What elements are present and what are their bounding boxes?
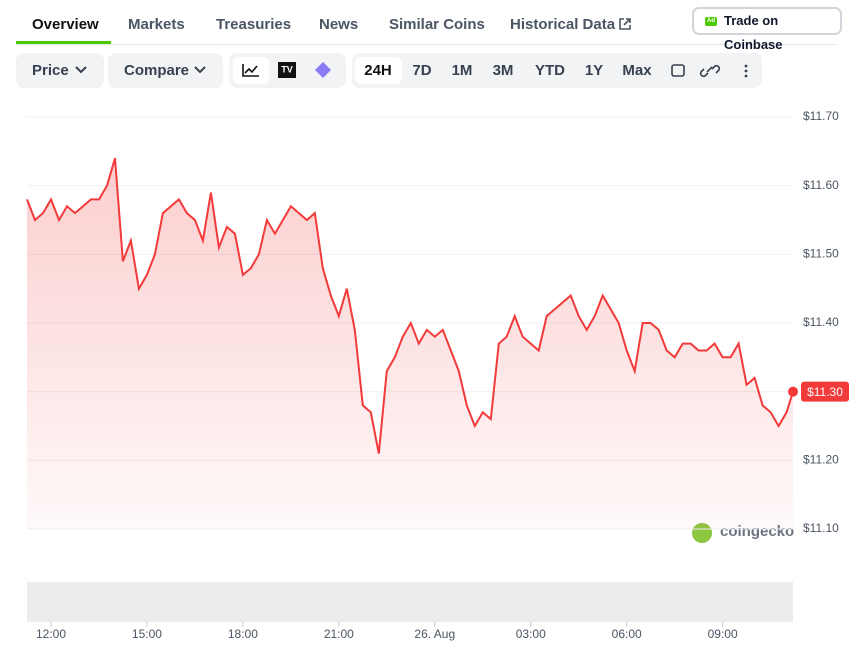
price-area (27, 158, 793, 529)
price-dropdown[interactable] (16, 53, 104, 88)
tab[interactable]: Markets (128, 16, 185, 33)
range-button[interactable]: 3M (492, 62, 514, 79)
y-tick-label: $11.10 (803, 521, 839, 535)
range-button[interactable]: 24H (364, 62, 392, 79)
y-tick-label: $11.20 (803, 453, 839, 467)
y-tick-label: $11.70 (803, 109, 839, 123)
range-button[interactable]: 1M (451, 62, 473, 79)
x-tick-label: 21:00 (324, 627, 354, 641)
x-tick-label: 26. Aug (414, 627, 455, 641)
icon-candle[interactable] (314, 61, 332, 79)
y-tick-label: $11.60 (803, 178, 839, 192)
toolbar-icons (671, 64, 748, 78)
icon-line (242, 64, 259, 77)
tab[interactable]: Similar Coins (389, 16, 485, 33)
ad-label: Trade on Coinbase (724, 13, 783, 52)
chevron (194, 66, 206, 74)
tab[interactable]: Historical Data (510, 16, 616, 33)
external-link-icon (619, 18, 631, 30)
ad-button[interactable]: Ad Trade on Coinbase (692, 7, 842, 52)
tab[interactable]: Treasuries (216, 16, 292, 33)
icon-tradingview[interactable]: TV (278, 62, 296, 78)
svg-text:TV: TV (281, 64, 293, 74)
range-button[interactable]: 7D (412, 62, 432, 79)
tab[interactable]: Overview (32, 16, 99, 33)
compare-dropdown[interactable] (108, 53, 223, 88)
tab[interactable]: News (319, 16, 359, 33)
range-button[interactable]: 1Y (584, 62, 604, 79)
y-tick-label: $11.40 (803, 315, 839, 329)
price-label: Price (32, 62, 69, 79)
range-group (352, 53, 762, 88)
x-tick-label: 06:00 (612, 627, 642, 641)
last-point (788, 386, 798, 397)
range-button[interactable]: Max (622, 62, 652, 79)
active-tab-indicator (16, 41, 111, 44)
volume-band (27, 582, 793, 622)
x-tick-label: 12:00 (36, 627, 66, 641)
y-tick-label: $11.50 (803, 247, 839, 261)
price-chart: coingecko $11.10$11.20$11.30$11.40$11.50… (26, 109, 849, 641)
chevron (75, 66, 87, 74)
x-tick-label: 09:00 (708, 627, 738, 641)
ad-badge: Ad (705, 17, 717, 26)
range-button[interactable]: YTD (535, 62, 565, 79)
price-line (26, 157, 794, 454)
link-icon[interactable] (699, 64, 721, 78)
x-tick-label: 03:00 (516, 627, 546, 641)
active-range (355, 57, 402, 84)
x-tick-label: 18:00 (228, 627, 258, 641)
price-tag-label: $11.30 (807, 385, 843, 399)
calendar-icon[interactable] (671, 64, 685, 77)
price-tag (801, 381, 849, 402)
x-tick-label: 15:00 (132, 627, 162, 641)
compare-label: Compare (124, 62, 190, 79)
tab-bar: Overview Markets Treasuries News Similar Coi… (16, 0, 836, 45)
